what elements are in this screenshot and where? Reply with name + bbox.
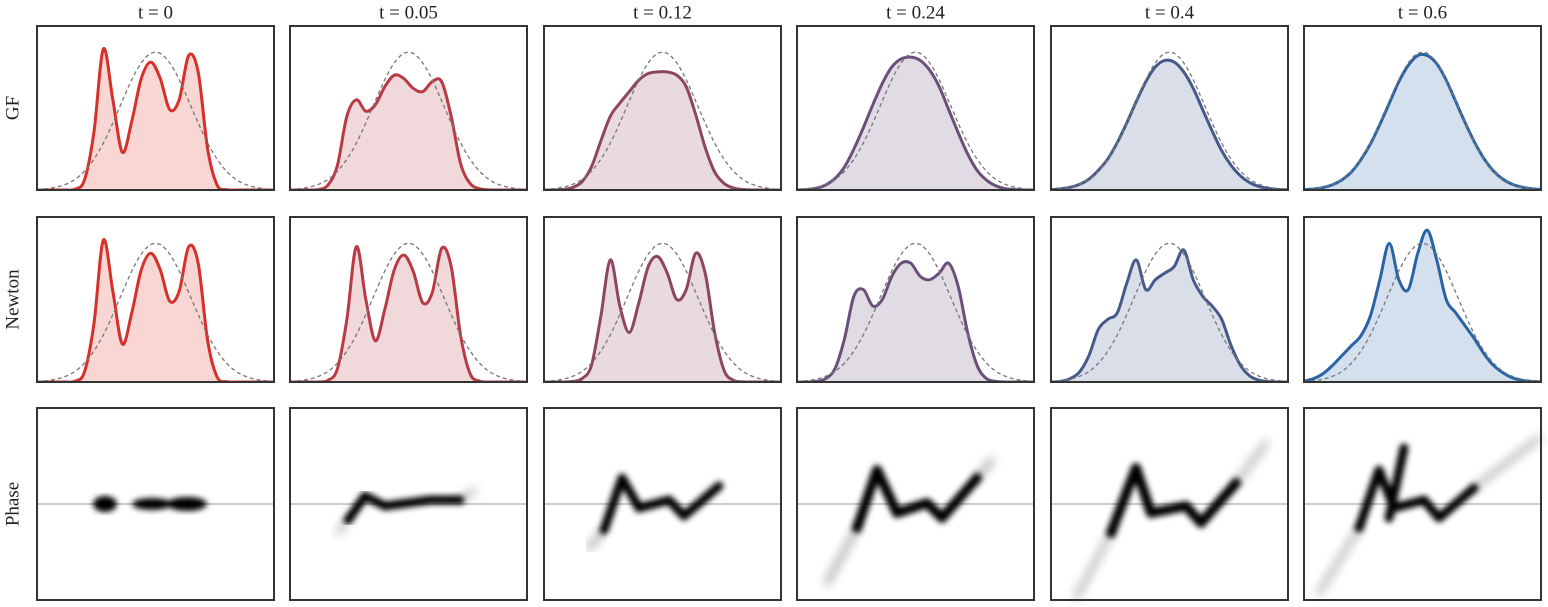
density-line [37,238,274,382]
phase-row [36,407,1542,601]
column-title: t = 0.05 [379,2,438,23]
panel-frame [543,216,782,383]
panel [290,242,527,382]
row-label: Newton [2,269,23,330]
area [1051,249,1288,382]
panel-frame [796,25,1035,191]
density-line [37,47,274,190]
density-line [1304,228,1541,382]
area [1051,60,1288,190]
area [544,71,781,190]
phase-panel [37,496,274,512]
panel [1304,228,1541,382]
area [290,74,527,190]
reference-line [37,51,274,190]
row-label: GF [2,96,23,120]
area [797,261,1034,382]
panel-frame [1303,25,1542,191]
panel-frame [36,216,275,383]
density-line [1051,248,1288,382]
panel [37,238,274,382]
panel [797,242,1034,382]
panel [544,242,781,382]
reference-line [797,51,1034,190]
phase-panel [797,457,1034,586]
panel-frame [289,407,528,601]
panel-frame [543,25,782,191]
panel [1051,51,1288,190]
column-title: t = 0 [138,2,173,23]
phase-panel [1304,435,1542,596]
panel [1304,51,1541,190]
panel-frame [1303,407,1542,601]
reference-line [1304,51,1541,190]
panel-frame [796,407,1035,601]
panel [1051,242,1288,382]
panel-frame [36,407,275,601]
panel-frame [1303,216,1542,383]
panel-frame [289,25,528,191]
panel-frame [796,216,1035,383]
panel [37,47,274,190]
column-title: t = 0.12 [633,2,692,23]
panel-frame [36,25,275,191]
reference-line [1051,51,1288,190]
phase-panel [544,473,781,551]
panel-frame [1050,407,1289,601]
phase-panel [290,488,527,535]
density-line [797,55,1034,190]
density-line [1051,58,1288,190]
area [1304,230,1541,382]
reference-line [290,51,527,190]
column-title: t = 0.24 [886,2,945,23]
panel-frame [543,407,782,601]
area [290,246,527,382]
column-title: t = 0.6 [1398,2,1447,23]
area [1304,54,1541,190]
panel-frame [289,216,528,383]
reference-line [544,51,781,190]
phase-panel [1051,440,1288,601]
column-title: t = 0.4 [1145,2,1195,23]
area [797,57,1034,190]
panel [797,51,1034,190]
panel [290,51,527,190]
panel-frame [1050,25,1289,191]
panel-frame [1050,216,1289,383]
panel [544,51,781,190]
row-label: Phase [2,482,23,526]
area [544,252,781,382]
